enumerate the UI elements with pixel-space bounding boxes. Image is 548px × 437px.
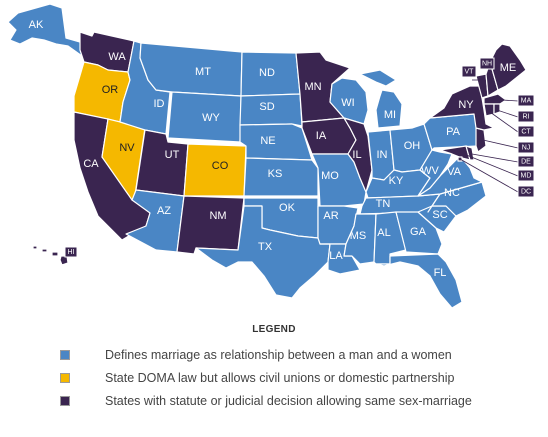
- state-ny[interactable]: [429, 85, 495, 131]
- state-hi[interactable]: [32, 245, 69, 266]
- label-sc: SC: [432, 209, 447, 221]
- state-ks[interactable]: [243, 157, 319, 197]
- state-il[interactable]: [343, 117, 373, 193]
- label-wi: WI: [341, 97, 354, 109]
- legend-label: Defines marriage as relationship between…: [105, 348, 452, 362]
- tag-hi: HI: [68, 249, 75, 256]
- legend-label: State DOMA law but allows civil unions o…: [105, 371, 455, 385]
- state-nm[interactable]: [176, 195, 245, 255]
- label-ok: OK: [279, 202, 296, 214]
- tag-ct: CT: [521, 128, 531, 135]
- state-me[interactable]: [489, 43, 527, 91]
- state-ne[interactable]: [239, 123, 313, 161]
- state-fl[interactable]: [375, 253, 463, 309]
- label-al: AL: [377, 227, 390, 239]
- label-ky: KY: [389, 175, 404, 187]
- label-nc: NC: [444, 187, 460, 199]
- legend-swatch: [60, 396, 70, 406]
- label-ms: MS: [350, 230, 367, 242]
- label-or: OR: [102, 84, 119, 96]
- legend-label: States with statute or judicial decision…: [105, 394, 472, 408]
- label-az: AZ: [157, 205, 171, 217]
- label-nv: NV: [119, 142, 135, 154]
- label-nd: ND: [259, 67, 275, 79]
- leader-lines: [459, 69, 519, 193]
- label-mo: MO: [321, 170, 339, 182]
- state-tags: VT NH ME MA RI CT NJ DE MD DC HI: [64, 57, 535, 258]
- label-ne: NE: [260, 135, 275, 147]
- label-ar: AR: [323, 210, 338, 222]
- tag-nh: NH: [482, 60, 492, 67]
- label-nm: NM: [209, 210, 226, 222]
- tag-vt: VT: [465, 68, 475, 75]
- state-ut[interactable]: [135, 129, 189, 197]
- label-wv: WV: [421, 165, 439, 177]
- label-tn: TN: [376, 198, 391, 210]
- state-mt[interactable]: [139, 42, 243, 97]
- label-wy: WY: [202, 112, 220, 124]
- label-ak: AK: [29, 19, 44, 31]
- label-ut: UT: [165, 149, 180, 161]
- legend-swatch: [60, 373, 70, 383]
- label-fl: FL: [434, 267, 447, 279]
- state-md[interactable]: [439, 145, 471, 161]
- label-in: IN: [377, 149, 388, 161]
- tag-ri: RI: [523, 113, 530, 120]
- us-map: AK WA OR CA NV ID MT WY UT CO AZ NM ND S…: [7, 3, 535, 309]
- label-ia: IA: [316, 130, 327, 142]
- state-tx[interactable]: [195, 205, 331, 299]
- state-sd[interactable]: [239, 93, 303, 127]
- label-va: VA: [447, 166, 462, 178]
- legend-swatch: [60, 350, 70, 360]
- label-ny: NY: [458, 99, 474, 111]
- label-ks: KS: [268, 168, 283, 180]
- state-labels: AK WA OR CA NV ID MT WY UT CO AZ NM ND S…: [29, 19, 475, 279]
- tag-ma: MA: [521, 97, 532, 104]
- label-mn: MN: [304, 81, 321, 93]
- legend-item-civil-unions: State DOMA law but allows civil unions o…: [60, 370, 454, 386]
- label-me: ME: [500, 62, 517, 74]
- tag-dc: DC: [521, 188, 531, 195]
- state-ak[interactable]: [7, 3, 89, 57]
- label-ga: GA: [410, 226, 427, 238]
- state-wv[interactable]: [417, 149, 453, 197]
- legend-item-man-woman: Defines marriage as relationship between…: [60, 347, 452, 363]
- label-sd: SD: [259, 101, 274, 113]
- state-ma[interactable]: [483, 93, 507, 105]
- tag-md: MD: [521, 172, 532, 179]
- label-mi: MI: [384, 109, 396, 121]
- label-tx: TX: [258, 241, 273, 253]
- label-wa: WA: [108, 51, 126, 63]
- label-co: CO: [212, 160, 229, 172]
- legend-title: LEGEND: [252, 324, 296, 335]
- state-mi[interactable]: [359, 69, 403, 129]
- state-wi[interactable]: [329, 77, 369, 125]
- state-ri[interactable]: [493, 103, 501, 115]
- state-de[interactable]: [465, 145, 475, 161]
- label-id: ID: [154, 98, 165, 110]
- label-il: IL: [352, 149, 361, 161]
- tag-nj: NJ: [522, 144, 531, 151]
- tag-de: DE: [521, 158, 531, 165]
- label-mt: MT: [195, 66, 211, 78]
- label-la: LA: [329, 250, 343, 262]
- label-pa: PA: [446, 126, 461, 138]
- label-ca: CA: [83, 158, 99, 170]
- legend-item-same-sex: States with statute or judicial decision…: [60, 393, 472, 409]
- label-oh: OH: [404, 140, 421, 152]
